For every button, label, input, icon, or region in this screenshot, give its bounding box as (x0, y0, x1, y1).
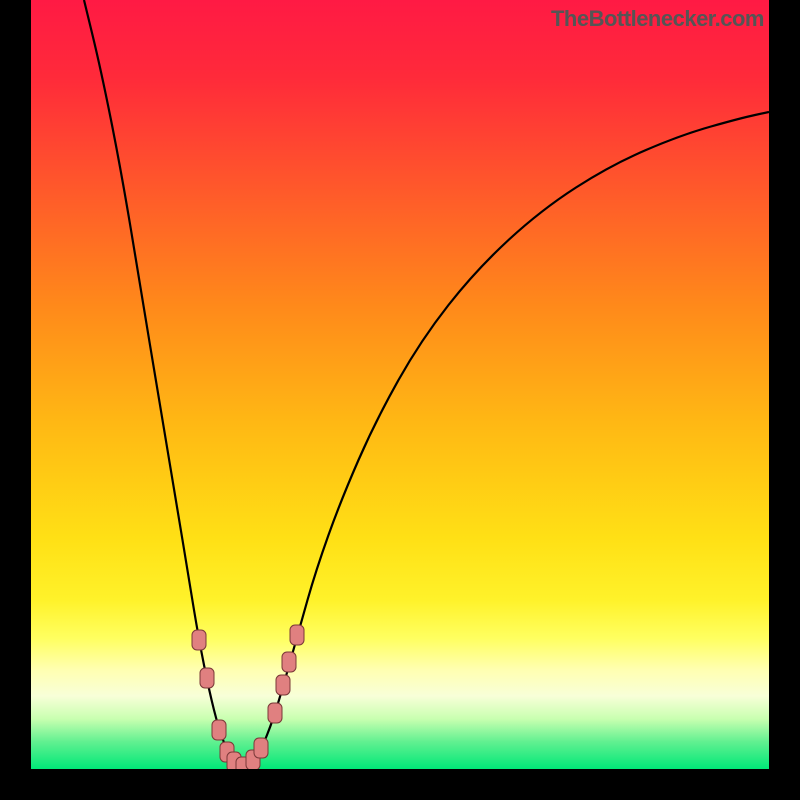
data-marker (276, 675, 290, 695)
bottleneck-curve (31, 0, 769, 769)
plot-area (31, 0, 769, 769)
watermark-text: TheBottlenecker.com (551, 6, 764, 32)
data-marker (192, 630, 206, 650)
data-marker (200, 668, 214, 688)
data-marker (290, 625, 304, 645)
data-marker (212, 720, 226, 740)
chart-frame: TheBottlenecker.com (0, 0, 800, 800)
data-marker (254, 738, 268, 758)
data-marker (282, 652, 296, 672)
data-marker (268, 703, 282, 723)
